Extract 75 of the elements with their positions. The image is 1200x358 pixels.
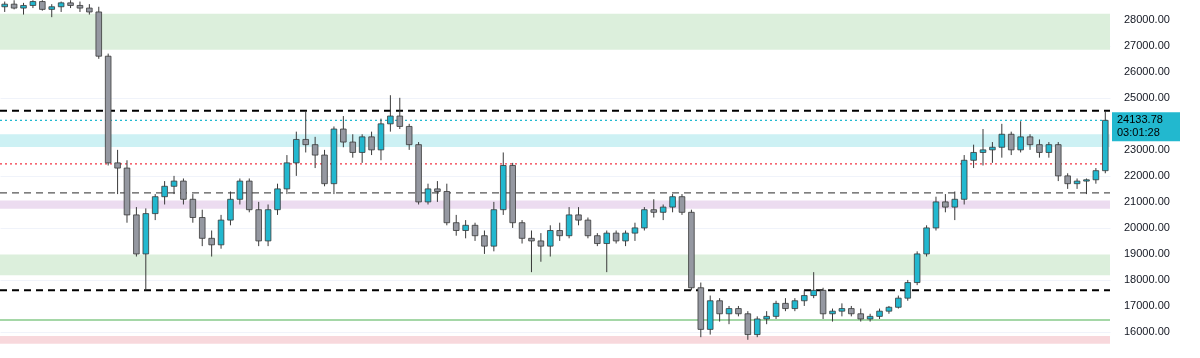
candlestick bbox=[396, 97, 404, 130]
candlestick bbox=[170, 175, 178, 195]
y-tick-label: 27000.00 bbox=[1124, 38, 1170, 51]
candlestick bbox=[405, 123, 413, 151]
candlestick bbox=[302, 110, 309, 153]
candlestick bbox=[1036, 138, 1043, 159]
candlestick bbox=[556, 222, 563, 242]
candlestick bbox=[641, 206, 648, 232]
candlestick bbox=[189, 193, 197, 224]
candlestick bbox=[368, 131, 375, 156]
candlestick bbox=[942, 193, 949, 213]
candlestick bbox=[603, 230, 610, 273]
candlestick bbox=[199, 209, 206, 247]
candlestick bbox=[481, 230, 488, 255]
candlestick bbox=[725, 305, 733, 325]
candlestick bbox=[537, 232, 545, 263]
y-tick-label: 26000.00 bbox=[1124, 64, 1170, 77]
candlestick bbox=[819, 287, 827, 320]
candlestick bbox=[1073, 177, 1081, 190]
candlestick bbox=[151, 193, 159, 221]
candlestick bbox=[547, 224, 554, 258]
candlestick bbox=[274, 183, 281, 216]
candlestick bbox=[904, 279, 911, 302]
candlestick bbox=[970, 144, 977, 169]
candlestick bbox=[114, 149, 121, 195]
candlestick bbox=[650, 198, 657, 219]
candlestick bbox=[434, 180, 441, 203]
candlestick bbox=[57, 1, 65, 13]
y-tick-label: 23000.00 bbox=[1124, 142, 1170, 155]
y-tick-label: 17000.00 bbox=[1124, 298, 1170, 311]
candlestick bbox=[227, 190, 234, 226]
candlestick bbox=[236, 177, 244, 205]
candlestick bbox=[453, 214, 460, 237]
candlestick bbox=[631, 222, 639, 242]
candlestick bbox=[838, 302, 846, 317]
candlestick bbox=[349, 133, 356, 159]
candlestick bbox=[340, 115, 347, 148]
candlestick bbox=[471, 222, 479, 242]
text: 03:01:28 bbox=[1117, 126, 1160, 139]
candlestick bbox=[979, 128, 987, 166]
candlestick bbox=[584, 217, 592, 239]
ref-line-label: 24133.78 bbox=[1117, 113, 1163, 126]
y-tick-label: 18000.00 bbox=[1124, 272, 1170, 285]
candlestick bbox=[528, 230, 535, 273]
candlestick bbox=[311, 136, 319, 169]
candlestick bbox=[998, 123, 1006, 159]
y-tick-label: 25000.00 bbox=[1124, 90, 1170, 103]
candlestick bbox=[716, 297, 723, 323]
y-tick-label: 20000.00 bbox=[1124, 220, 1170, 233]
candlestick bbox=[180, 177, 187, 205]
candlestick bbox=[754, 315, 761, 338]
candlestick bbox=[208, 230, 215, 258]
candlestick bbox=[76, 1, 84, 13]
candlestick bbox=[565, 206, 573, 239]
y-tick-label: 19000.00 bbox=[1124, 246, 1170, 259]
candlestick bbox=[358, 133, 366, 164]
candlestick bbox=[810, 271, 817, 299]
y-tick-label: 28000.00 bbox=[1124, 12, 1170, 25]
candlestick bbox=[669, 193, 676, 213]
candlestick bbox=[744, 310, 752, 341]
candlestick bbox=[866, 313, 874, 323]
candlestick bbox=[424, 183, 432, 205]
candlestick bbox=[575, 206, 582, 226]
candlestick bbox=[678, 193, 686, 216]
candlestick bbox=[161, 180, 168, 205]
candlestick bbox=[518, 219, 526, 245]
candlestick bbox=[951, 190, 959, 221]
y-tick-label: 16000.00 bbox=[1124, 324, 1170, 337]
y-tick-label: 22000.00 bbox=[1124, 168, 1170, 181]
candlestick bbox=[1008, 131, 1015, 156]
candlestick bbox=[989, 141, 996, 164]
y-tick-label: 21000.00 bbox=[1124, 194, 1170, 207]
candlestick bbox=[462, 219, 469, 239]
candlestick bbox=[772, 300, 780, 320]
candlestick bbox=[293, 131, 300, 177]
